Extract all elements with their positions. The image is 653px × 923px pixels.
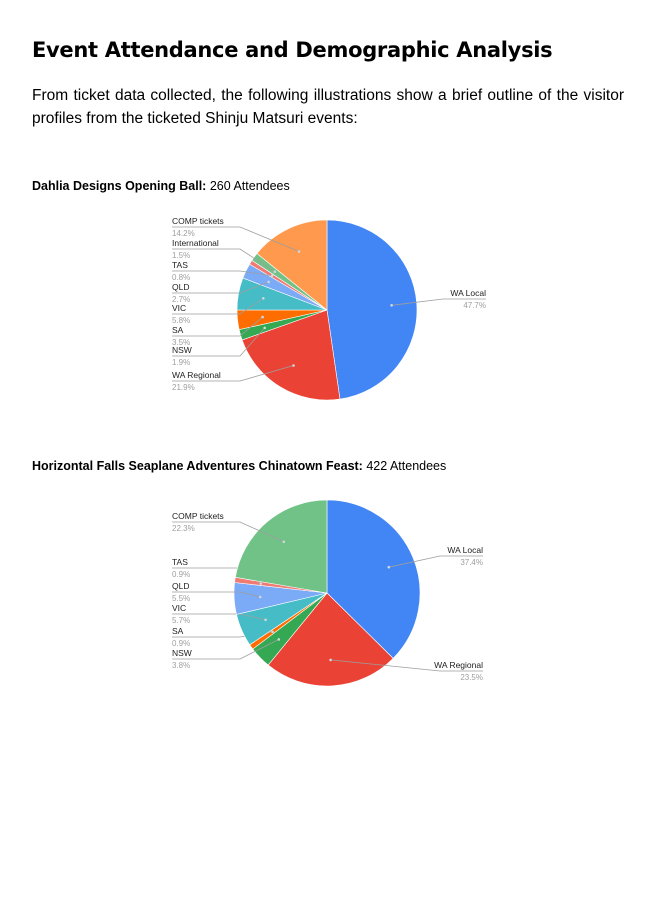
chart1-caption-count: 260 Attendees [206, 179, 290, 193]
slice-value-nsw: 3.8% [172, 661, 190, 670]
slice-value-wa-regional: 23.5% [460, 673, 483, 682]
slice-label-comp-tickets: COMP tickets 22.3% [172, 511, 286, 544]
leader-dot-wa-regional [329, 658, 332, 662]
slice-name-wa-regional: WA Regional [434, 660, 483, 670]
leader-line-international [172, 248, 275, 273]
leader-line-qld [172, 281, 269, 294]
slice-name-qld: QLD [172, 581, 189, 591]
slice-label-tas: TAS 0.8% [172, 260, 274, 282]
leader-dot-qld [267, 280, 270, 284]
slice-label-wa-regional: WA Regional 23.5% [329, 658, 483, 682]
slice-value-wa-local: 37.4% [460, 558, 483, 567]
chart2-caption-count: 422 Attendees [362, 459, 447, 473]
chart1-caption-name: Dahlia Designs Opening Ball: [32, 179, 207, 193]
leader-line-comp-tickets [172, 521, 284, 543]
slice-value-international: 1.5% [172, 251, 190, 260]
leader-line-wa-regional [172, 365, 294, 382]
slice-name-wa-regional: WA Regional [172, 370, 221, 380]
slice-value-tas: 0.9% [172, 570, 190, 579]
leader-dot-tas [270, 274, 274, 277]
slice-label-international: International 1.5% [172, 238, 277, 273]
pie-slice-comp-tickets [234, 499, 328, 594]
leader-dot-wa-regional [292, 364, 295, 367]
chart1-caption: Dahlia Designs Opening Ball: 260 Attende… [32, 179, 290, 193]
leader-dot-nsw [263, 326, 267, 330]
chart2-caption-name: Horizontal Falls Seaplane Adventures Chi… [32, 459, 363, 473]
leader-line-sa [172, 316, 263, 337]
pie-slice-comp-tickets [256, 219, 328, 311]
leader-dot-comp-tickets [282, 540, 286, 544]
leader-line-wa-regional [330, 659, 483, 672]
leader-line-wa-local [391, 298, 486, 306]
leader-dot-wa-local [387, 565, 391, 569]
slice-value-qld: 5.5% [172, 594, 190, 603]
slice-name-vic: VIC [172, 303, 186, 313]
leader-line-wa-local [388, 555, 483, 568]
slice-name-qld: QLD [172, 282, 189, 292]
slice-label-nsw: NSW 1.9% [172, 326, 267, 367]
leader-dot-nsw [277, 638, 281, 641]
slice-label-wa-regional: WA Regional 21.9% [172, 364, 295, 392]
slice-label-wa-local: WA Local 37.4% [387, 545, 483, 569]
leader-dot-tas [259, 582, 263, 585]
slice-label-vic: VIC 5.8% [172, 297, 265, 325]
slice-name-tas: TAS [172, 260, 188, 270]
slice-name-tas: TAS [172, 557, 188, 567]
pie-chart-chinatown-feast: WA Local 37.4% WA Regional 23.5% NSW 3.8% SA 0.… [172, 499, 483, 687]
leader-line-comp-tickets [172, 226, 300, 252]
slice-name-sa: SA [172, 325, 184, 335]
leader-dot-sa [271, 630, 274, 634]
slice-label-comp-tickets: COMP tickets 14.2% [172, 216, 301, 253]
intro-paragraph: From ticket data collected, the followin… [32, 87, 624, 127]
slice-name-sa: SA [172, 626, 184, 636]
slice-name-comp-tickets: COMP tickets [172, 216, 224, 226]
slice-name-nsw: NSW [172, 648, 192, 658]
slice-value-comp-tickets: 14.2% [172, 229, 195, 238]
slice-value-comp-tickets: 22.3% [172, 524, 195, 533]
leader-line-nsw [172, 639, 279, 660]
slice-value-tas: 0.8% [172, 273, 190, 282]
leader-dot-wa-local [390, 304, 393, 307]
leader-dot-sa [261, 315, 264, 319]
slice-name-international: International [172, 238, 219, 248]
slice-value-sa: 3.5% [172, 338, 190, 347]
slice-value-wa-local: 47.7% [463, 301, 486, 310]
slice-name-wa-local: WA Local [450, 288, 486, 298]
slice-label-nsw: NSW 3.8% [172, 638, 281, 670]
leader-line-qld [172, 591, 261, 598]
leader-dot-international [273, 270, 277, 273]
leader-dot-comp-tickets [297, 250, 301, 253]
slice-value-qld: 2.7% [172, 295, 190, 304]
leader-dot-vic [264, 618, 267, 622]
pie-slice-wa-local [326, 219, 418, 400]
slice-value-wa-regional: 21.9% [172, 383, 195, 392]
slice-value-vic: 5.8% [172, 316, 190, 325]
slice-name-vic: VIC [172, 603, 186, 613]
slice-label-qld: QLD 5.5% [172, 581, 262, 603]
leader-line-nsw [172, 327, 266, 357]
leader-dot-vic [262, 297, 265, 300]
slice-name-comp-tickets: COMP tickets [172, 511, 224, 521]
pie-chart-opening-ball: WA Local 47.7% WA Regional 21.9% NSW 1.9% SA 3.… [172, 216, 486, 401]
slice-name-wa-local: WA Local [447, 545, 483, 555]
slice-label-qld: QLD 2.7% [172, 280, 270, 304]
slice-value-vic: 5.7% [172, 616, 190, 625]
pie-slice-wa-local [326, 499, 421, 659]
leader-dot-qld [258, 595, 262, 599]
leader-line-tas [172, 270, 273, 276]
chart2-caption: Horizontal Falls Seaplane Adventures Chi… [32, 459, 446, 473]
slice-label-wa-local: WA Local 47.7% [390, 288, 486, 310]
page-title: Event Attendance and Demographic Analysi… [32, 38, 553, 62]
slice-label-sa: SA 3.5% [172, 315, 264, 347]
leader-line-vic [172, 297, 264, 315]
slice-name-nsw: NSW [172, 345, 192, 355]
slice-value-sa: 0.9% [172, 639, 190, 648]
slice-value-nsw: 1.9% [172, 358, 190, 367]
